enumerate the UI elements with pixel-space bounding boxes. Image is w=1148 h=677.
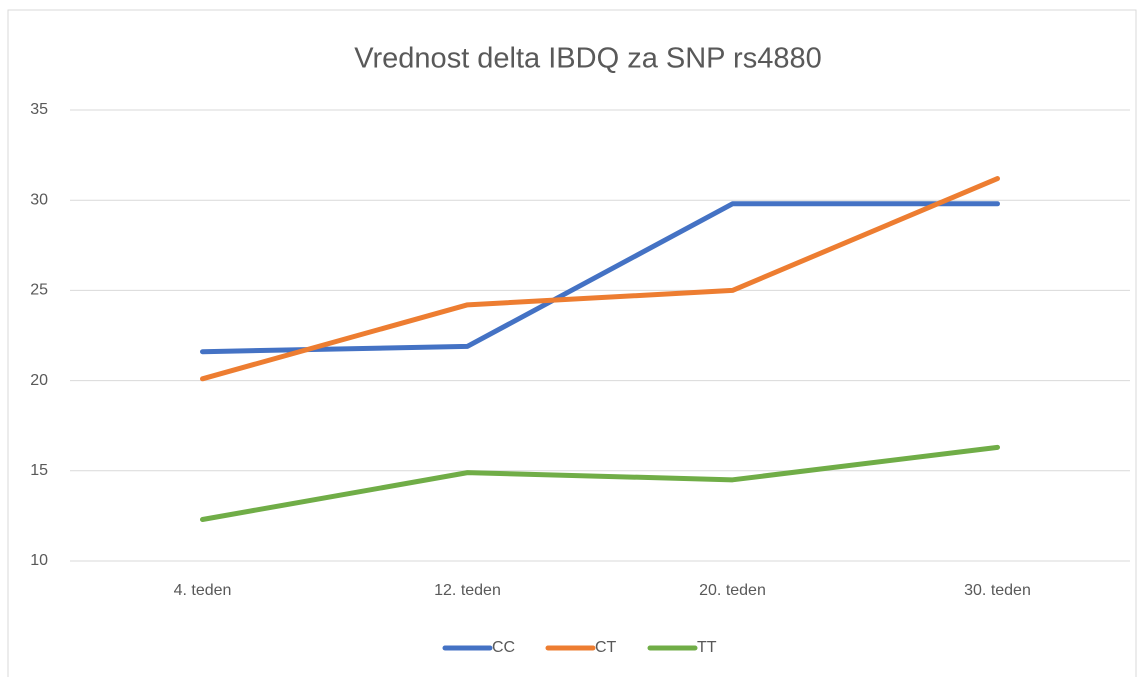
legend-label: TT — [697, 639, 717, 656]
x-tick-label: 12. teden — [434, 582, 501, 599]
chart-frame — [7, 9, 1137, 677]
series-line — [200, 201, 1000, 355]
x-tick-label: 30. teden — [964, 582, 1031, 599]
x-tick-label: 4. teden — [174, 582, 232, 599]
series-line — [200, 176, 1000, 382]
chart-title: Vrednost delta IBDQ za SNP rs4880 — [354, 43, 821, 75]
y-tick-label: 20 — [30, 372, 48, 389]
y-tick-label: 10 — [30, 552, 48, 569]
legend-label: CT — [595, 639, 617, 656]
x-tick-label: 20. teden — [699, 582, 766, 599]
legend-label: CC — [492, 639, 515, 656]
y-tick-label: 25 — [30, 282, 48, 299]
y-tick-label: 30 — [30, 191, 48, 208]
y-tick-label: 35 — [30, 101, 48, 118]
series-line — [200, 444, 1000, 523]
y-tick-label: 15 — [30, 462, 48, 479]
